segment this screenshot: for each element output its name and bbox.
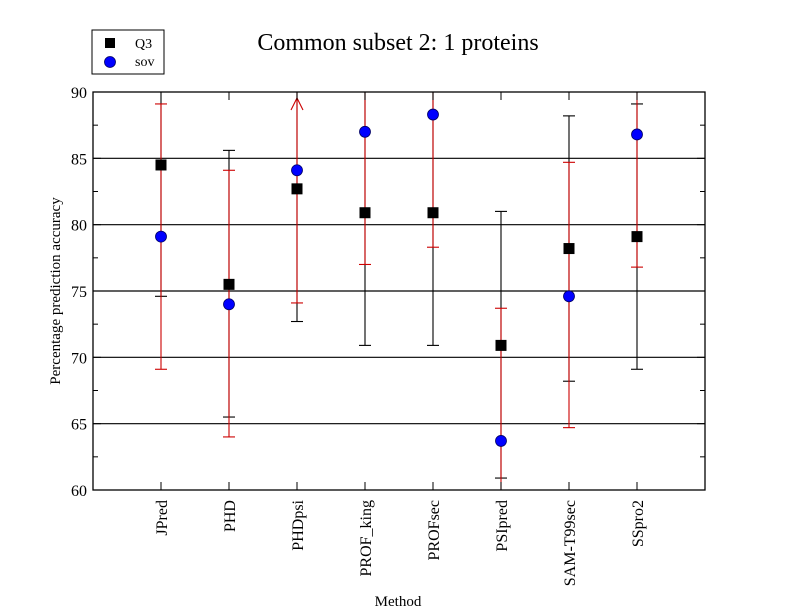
y-axis: 60 65 70 75 80 85 90 <box>71 85 705 500</box>
point-q3 <box>359 207 371 219</box>
y-tick-label: 70 <box>71 350 87 367</box>
point-sov <box>359 125 371 138</box>
point-sov <box>427 108 439 121</box>
y-tick-label: 75 <box>71 284 87 301</box>
point-sov <box>291 164 303 177</box>
point-q3 <box>291 183 303 195</box>
legend-label-q3: Q3 <box>135 37 152 52</box>
point-sov <box>563 290 575 303</box>
point-q3 <box>631 231 643 243</box>
chart-title: Common subset 2: 1 proteins <box>257 30 538 56</box>
x-axis: JPred PHD PHDpsi PROF_king PROFsec PSIpred SAM… <box>154 92 647 586</box>
x-axis-label: Method <box>375 594 422 610</box>
x-tick-label: PSIpred <box>494 500 511 552</box>
y-tick-label: 85 <box>71 151 87 168</box>
point-sov <box>631 128 643 141</box>
y-tick-label: 90 <box>71 85 87 102</box>
x-tick-label: JPred <box>154 500 171 536</box>
x-tick-label: SAM-T99sec <box>562 500 579 586</box>
x-tick-label: PROF_king <box>358 500 375 576</box>
x-tick-label: PHD <box>222 500 239 532</box>
x-tick-label: PHDpsi <box>290 499 307 550</box>
point-q3 <box>223 278 235 290</box>
y-axis-label: Percentage prediction accuracy <box>48 197 64 385</box>
legend-label-sov: sov <box>135 55 154 70</box>
point-q3 <box>427 207 439 219</box>
y-tick-label: 80 <box>71 218 87 235</box>
point-sov <box>155 230 167 243</box>
point-q3 <box>563 243 575 255</box>
point-sov <box>223 298 235 311</box>
point-sov <box>495 435 507 447</box>
legend: Q3 sov <box>91 29 165 75</box>
y-tick-label: 60 <box>71 483 87 500</box>
y-tick-label: 65 <box>71 417 87 434</box>
point-q3 <box>155 159 167 171</box>
data-points <box>155 108 643 447</box>
legend-marker-sov <box>104 56 116 68</box>
legend-marker-q3 <box>105 38 115 48</box>
grid-lines <box>93 157 705 425</box>
x-tick-label: PROFsec <box>426 500 443 560</box>
x-tick-label: SSpro2 <box>630 500 647 547</box>
legend-box <box>91 29 165 75</box>
point-q3 <box>495 339 507 351</box>
